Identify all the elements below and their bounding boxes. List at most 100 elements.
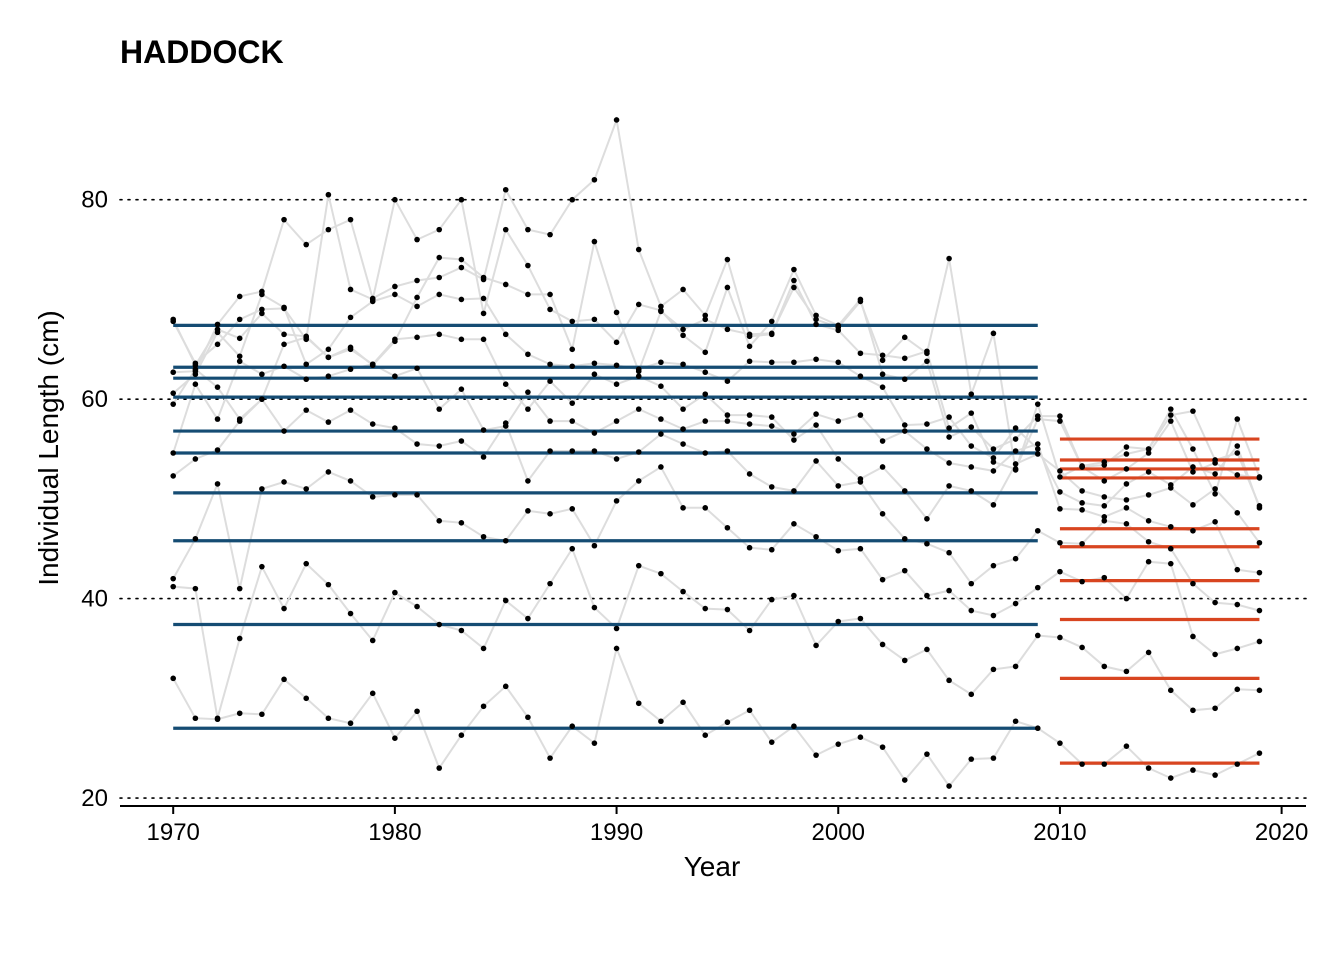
data-point [658, 464, 664, 470]
data-point [236, 358, 243, 365]
data-point [392, 338, 398, 345]
data-point [1145, 450, 1152, 456]
data-point [1212, 772, 1218, 778]
data-point [1057, 489, 1063, 495]
data-point [458, 296, 465, 303]
data-point [990, 666, 997, 673]
data-point [192, 381, 199, 387]
data-point [968, 756, 975, 762]
data-point [591, 430, 598, 436]
data-point [1123, 444, 1130, 450]
data-point [1212, 471, 1218, 477]
data-point [768, 546, 775, 553]
data-point [680, 406, 686, 412]
data-points [170, 117, 1263, 789]
data-point [1145, 538, 1152, 545]
data-point [547, 755, 553, 761]
data-point [1212, 486, 1218, 492]
data-point [1012, 718, 1019, 725]
data-point [259, 306, 265, 313]
data-point [680, 588, 686, 595]
data-point [414, 236, 420, 243]
data-point [569, 318, 576, 325]
data-point [525, 262, 531, 269]
data-point [635, 562, 642, 569]
data-point [347, 344, 354, 351]
data-point [436, 765, 443, 771]
data-point [813, 752, 819, 758]
data-point [968, 691, 975, 698]
data-point [680, 505, 686, 511]
data-point [724, 448, 731, 454]
data-point [1101, 663, 1108, 670]
data-point [1234, 601, 1241, 608]
data-point [414, 492, 420, 498]
data-point [879, 576, 886, 583]
data-point [990, 612, 997, 619]
data-point [303, 486, 310, 492]
data-point [879, 438, 886, 444]
data-point [1167, 560, 1174, 567]
data-point [325, 469, 332, 475]
data-point [1212, 457, 1218, 463]
data-point [835, 359, 842, 366]
data-point [857, 734, 864, 740]
data-point [924, 592, 930, 599]
data-point [214, 416, 221, 422]
data-point [547, 511, 553, 517]
data-point [813, 321, 819, 328]
data-point [436, 226, 443, 233]
data-point [369, 637, 376, 644]
data-point [436, 406, 443, 412]
data-point [635, 406, 642, 412]
data-point [791, 437, 797, 443]
data-point [325, 354, 332, 361]
data-point [303, 407, 310, 413]
data-point [658, 416, 664, 422]
data-point [1123, 668, 1130, 675]
data-point [924, 540, 930, 547]
data-point [436, 274, 443, 281]
data-point [768, 739, 775, 745]
data-point [635, 700, 642, 707]
data-point [569, 418, 576, 424]
data-point [1145, 492, 1152, 498]
data-point [968, 424, 975, 430]
data-point [325, 373, 332, 380]
series-line [172, 645, 1260, 788]
data-point [702, 732, 709, 739]
data-point [325, 346, 332, 353]
data-point [613, 498, 620, 504]
data-point [502, 186, 509, 193]
data-point [591, 604, 598, 611]
data-point [1190, 633, 1196, 640]
data-point [303, 560, 310, 567]
x-tick-label: 1970 [147, 819, 200, 846]
data-point [946, 255, 952, 262]
data-point [414, 708, 420, 715]
data-point [879, 352, 886, 359]
data-point [281, 341, 287, 348]
data-point [436, 443, 443, 449]
chart-title: HADDOCK [120, 34, 284, 70]
data-point [192, 535, 199, 542]
data-point [768, 318, 775, 325]
data-point [613, 117, 620, 123]
data-point [591, 371, 598, 378]
data-point [436, 254, 443, 261]
data-point [281, 428, 287, 434]
data-point [1256, 474, 1263, 480]
data-point [1034, 632, 1041, 639]
data-point [724, 256, 731, 263]
data-point [303, 241, 310, 248]
data-point [1234, 510, 1241, 516]
data-point [901, 777, 908, 783]
data-point [525, 615, 531, 622]
data-point [281, 676, 287, 683]
data-point [569, 196, 576, 203]
data-point [658, 431, 664, 437]
data-point [724, 524, 731, 531]
data-point [1190, 527, 1196, 534]
data-point [879, 641, 886, 648]
data-point [591, 176, 598, 183]
